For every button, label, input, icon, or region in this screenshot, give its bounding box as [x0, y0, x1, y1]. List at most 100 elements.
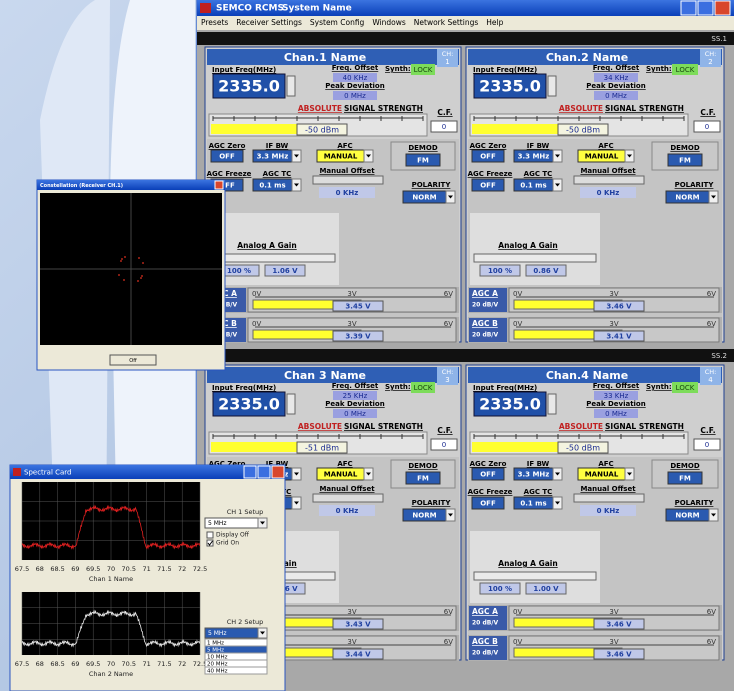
dropdown-value[interactable]: MANUAL [324, 153, 358, 161]
label: AGC Freeze [468, 488, 513, 496]
x-tick-label: 68.5 [50, 660, 64, 668]
label: ABSOLUTE [559, 104, 603, 113]
dropdown-value[interactable]: NORM [675, 194, 699, 202]
label: ABSOLUTE [298, 422, 342, 431]
dropdown-value[interactable]: MANUAL [324, 471, 358, 479]
spinner[interactable] [548, 394, 556, 414]
label: AGC Freeze [468, 170, 513, 178]
label: C.F. [700, 108, 715, 117]
label: Analog A Gain [498, 241, 557, 250]
menu-item[interactable]: Presets [201, 18, 228, 27]
x-tick-label: 68 [36, 565, 44, 573]
channel-name: Chan 3 Name [284, 369, 366, 382]
menu-item[interactable]: Windows [372, 18, 406, 27]
label: POLARITY [675, 499, 715, 507]
offset-value: 40 KHz [343, 74, 368, 82]
dropdown-value[interactable]: 5 MHz [208, 630, 227, 637]
dropdown-value[interactable]: 5 MHz [208, 520, 227, 527]
dropdown-value[interactable]: MANUAL [585, 153, 619, 161]
label: 20 dB/V [472, 302, 498, 309]
freq-value: 2335.0 [218, 395, 280, 414]
button-label[interactable]: FM [417, 475, 429, 483]
slider[interactable] [313, 176, 383, 184]
label: Peak Deviation [586, 82, 645, 90]
dropdown-value[interactable]: NORM [412, 512, 436, 520]
dropdown-value[interactable]: 0.1 ms [520, 182, 546, 190]
x-tick-label: 67.5 [15, 565, 29, 573]
menu-item[interactable]: Network Settings [414, 18, 479, 27]
button-label[interactable]: OFF [480, 153, 496, 161]
freq-value: 2335.0 [218, 77, 280, 96]
agc-value: 3.45 V [345, 303, 371, 311]
label: SIGNAL STRENGTH [344, 422, 423, 431]
menu-item[interactable]: Help [486, 18, 503, 27]
window-button[interactable] [244, 466, 256, 478]
constellation-point [142, 262, 144, 264]
checkbox[interactable] [207, 532, 213, 538]
constellation-window: Constellation (Receiver CH.1)Off [37, 180, 225, 370]
button-label[interactable]: OFF [480, 500, 496, 508]
dropdown-value[interactable]: MANUAL [585, 471, 619, 479]
dropdown-value[interactable]: NORM [412, 194, 436, 202]
app-icon [200, 3, 211, 13]
agc-value: 3.46 V [606, 651, 632, 659]
slider[interactable] [474, 254, 596, 262]
slider[interactable] [313, 494, 383, 502]
button-label[interactable]: OFF [219, 153, 235, 161]
dbm-value: -51 dBm [305, 444, 339, 453]
button-label[interactable]: FM [679, 157, 691, 165]
dropdown-value[interactable]: 3.3 MHz [518, 471, 550, 479]
offset-value: 34 KHz [604, 74, 629, 82]
section-label: SS.1 [711, 35, 727, 43]
menu-item[interactable]: Receiver Settings [236, 18, 302, 27]
button-label[interactable]: FM [417, 157, 429, 165]
slider[interactable] [574, 176, 644, 184]
label: AGC B [472, 637, 498, 646]
label: 20 dB/V [472, 620, 498, 627]
slider[interactable] [474, 572, 596, 580]
label: Freq. Offset [332, 382, 379, 390]
button-label[interactable]: Off [129, 358, 137, 364]
dropdown-value[interactable]: 3.3 MHz [257, 153, 289, 161]
button-label[interactable]: OFF [480, 182, 496, 190]
x-tick-label: 72.5 [193, 565, 207, 573]
deviation-value: 0 MHz [344, 92, 366, 100]
window-button[interactable] [272, 466, 284, 478]
cf-value: 0 [705, 123, 709, 131]
option-label[interactable]: 40 MHz [207, 669, 228, 675]
label: AFC [598, 460, 613, 468]
button-label[interactable]: OFF [480, 471, 496, 479]
slider[interactable] [574, 494, 644, 502]
label: CH: [705, 368, 717, 376]
dropdown-value[interactable]: NORM [675, 512, 699, 520]
dropdown-value[interactable]: 0.1 ms [520, 500, 546, 508]
label: AFC [337, 142, 352, 150]
constellation-point [138, 257, 140, 259]
x-tick-label: 68.5 [50, 565, 64, 573]
checkbox-label[interactable]: Grid On [216, 540, 239, 547]
dbm-value: -50 dBm [305, 126, 339, 135]
checkbox-label[interactable]: Display Off [216, 532, 250, 539]
label: Freq. Offset [593, 64, 640, 72]
lock-state: LOCK [414, 66, 433, 74]
window-button[interactable] [681, 1, 696, 15]
window-button[interactable] [215, 181, 223, 189]
window-button[interactable] [258, 466, 270, 478]
label: Manual Offset [319, 167, 375, 175]
offset-value: 33 KHz [604, 392, 629, 400]
window-button[interactable] [715, 1, 730, 15]
offset-value: 25 KHz [343, 392, 368, 400]
window-button[interactable] [698, 1, 713, 15]
dropdown-value[interactable]: 0.1 ms [259, 182, 285, 190]
label: IF BW [527, 142, 550, 150]
slider[interactable] [213, 254, 335, 262]
spinner[interactable] [287, 76, 295, 96]
label: Input Freq(MHz) [212, 384, 276, 392]
spinner[interactable] [287, 394, 295, 414]
dropdown-value[interactable]: 3.3 MHz [518, 153, 550, 161]
button-label[interactable]: FM [679, 475, 691, 483]
spinner[interactable] [548, 76, 556, 96]
menu-item[interactable]: System Config [310, 18, 365, 27]
channel-number: 4 [708, 376, 713, 384]
label: Freq. Offset [593, 382, 640, 390]
